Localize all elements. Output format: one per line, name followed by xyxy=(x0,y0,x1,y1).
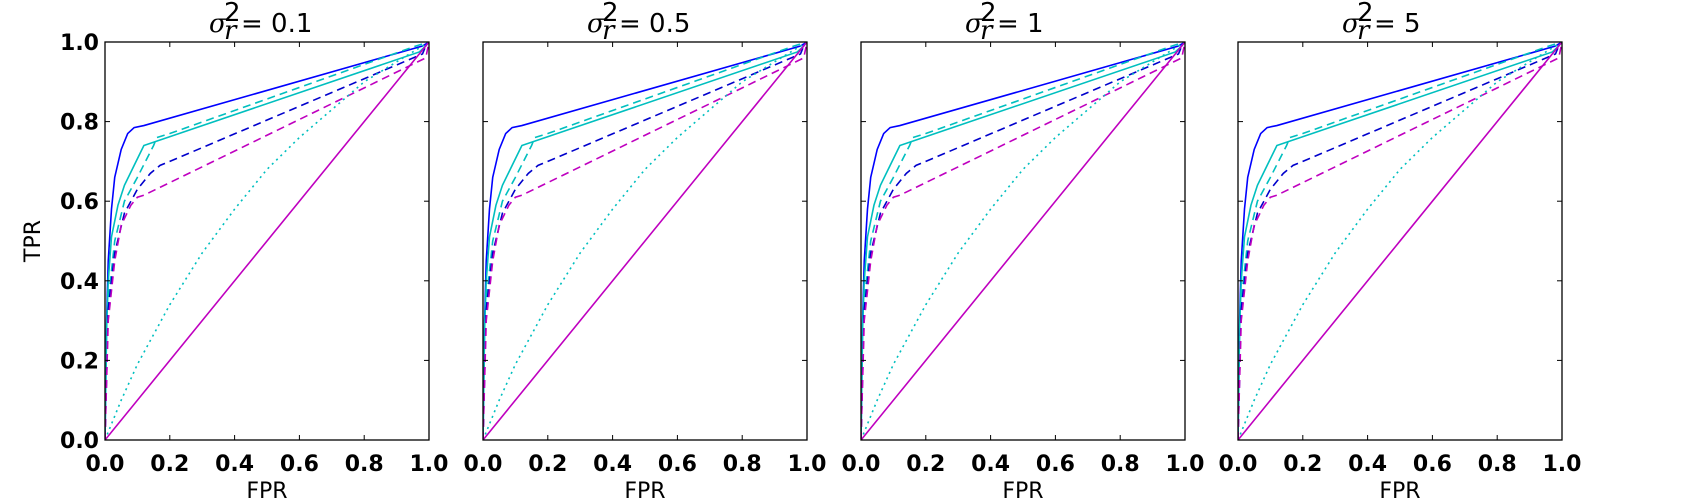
roc-curve-5 xyxy=(483,42,807,440)
x-tick-label: 0.6 xyxy=(658,452,697,477)
title-variable: σ xyxy=(587,9,606,39)
x-tick-label: 0.0 xyxy=(842,452,881,477)
roc-curve-2 xyxy=(861,42,1185,440)
roc-curve-3 xyxy=(105,42,429,440)
y-tick-label: 0.0 xyxy=(60,429,99,454)
x-tick-label: 1.0 xyxy=(410,452,449,477)
title-superscript: 2 xyxy=(224,0,241,28)
x-tick-label: 1.0 xyxy=(788,452,827,477)
y-tick-label: 0.4 xyxy=(60,270,99,295)
title-variable: σ xyxy=(209,9,228,39)
x-tick-label: 0.2 xyxy=(1283,452,1322,477)
x-tick-label: 0.0 xyxy=(464,452,503,477)
roc-curve-4 xyxy=(1238,42,1562,440)
roc-panel-2: 0.0 0.2 0.4 0.6 0.8 1.0 FPR σ2r = 0.5 xyxy=(464,0,827,500)
y-tick-label: 0.6 xyxy=(60,190,99,215)
title-value: = 1 xyxy=(997,9,1044,39)
x-tick-label: 0.8 xyxy=(1101,452,1140,477)
x-tick-label: 0.8 xyxy=(1478,452,1517,477)
title-subscript: r xyxy=(980,16,994,46)
x-tick-label: 0.6 xyxy=(280,452,319,477)
roc-curve-7 xyxy=(1238,42,1562,440)
roc-curve-3 xyxy=(861,42,1185,440)
x-tick-label: 0.2 xyxy=(528,452,567,477)
roc-curve-2 xyxy=(1238,42,1562,440)
axes-frame xyxy=(860,41,1186,441)
chart-title: σ2r = 5 xyxy=(1342,0,1421,46)
roc-curve-3 xyxy=(483,42,807,440)
axes-frame xyxy=(1237,41,1563,441)
x-tick-label: 1.0 xyxy=(1166,452,1205,477)
roc-curve-7 xyxy=(861,42,1185,440)
roc-curve-7 xyxy=(105,42,429,440)
x-tick-label: 0.2 xyxy=(150,452,189,477)
x-axis-label: FPR xyxy=(246,479,287,500)
axes-frame xyxy=(482,41,808,441)
chart-title: σ2r = 0.5 xyxy=(587,0,690,46)
roc-curve-5 xyxy=(1238,42,1562,440)
roc-curve-2 xyxy=(105,42,429,440)
x-tick-label: 0.0 xyxy=(1219,452,1258,477)
title-superscript: 2 xyxy=(602,0,619,28)
roc-curve-4 xyxy=(483,42,807,440)
x-axis-label: FPR xyxy=(1379,479,1420,500)
roc-curve-7 xyxy=(483,42,807,440)
y-axis-label: TPR xyxy=(21,220,46,263)
roc-curve-2 xyxy=(483,42,807,440)
x-tick-label: 0.6 xyxy=(1036,452,1075,477)
x-axis-label: FPR xyxy=(1002,479,1043,500)
x-tick-label: 0.2 xyxy=(906,452,945,477)
y-tick-label: 0.2 xyxy=(60,349,99,374)
title-value: = 0.5 xyxy=(619,9,690,39)
roc-panel-3: 0.0 0.2 0.4 0.6 0.8 1.0 FPR σ2r = 1 xyxy=(842,0,1205,500)
x-tick-label: 1.0 xyxy=(1543,452,1582,477)
title-variable: σ xyxy=(965,9,984,39)
title-subscript: r xyxy=(602,16,616,46)
series-group xyxy=(105,42,429,440)
series-group xyxy=(483,42,807,440)
series-group xyxy=(1238,42,1562,440)
title-subscript: r xyxy=(224,16,238,46)
chart-title: σ2r = 0.1 xyxy=(209,0,312,46)
title-value: = 5 xyxy=(1374,9,1421,39)
x-tick-label: 0.4 xyxy=(593,452,632,477)
y-tick-label: 1.0 xyxy=(60,31,99,56)
roc-panel-1: 0.0 0.2 0.4 0.6 0.8 1.0 0.0 0.2 0.4 0.6 0.8 1.0 FPR T… xyxy=(21,0,448,500)
title-superscript: 2 xyxy=(980,0,997,28)
axes-frame xyxy=(104,41,430,441)
roc-curve-5 xyxy=(105,42,429,440)
y-tick-label: 0.8 xyxy=(60,111,99,136)
title-variable: σ xyxy=(1342,9,1361,39)
roc-curve-4 xyxy=(105,42,429,440)
chart-title: σ2r = 1 xyxy=(965,0,1044,46)
x-tick-label: 0.0 xyxy=(86,452,125,477)
x-tick-label: 0.8 xyxy=(723,452,762,477)
title-superscript: 2 xyxy=(1357,0,1374,28)
x-tick-label: 0.8 xyxy=(345,452,384,477)
x-tick-label: 0.4 xyxy=(1348,452,1387,477)
x-tick-label: 0.6 xyxy=(1413,452,1452,477)
series-group xyxy=(861,42,1185,440)
roc-curve-5 xyxy=(861,42,1185,440)
title-value: = 0.1 xyxy=(241,9,312,39)
roc-panel-4: 0.0 0.2 0.4 0.6 0.8 1.0 FPR σ2r = 5 xyxy=(1219,0,1582,500)
x-tick-label: 0.4 xyxy=(971,452,1010,477)
roc-curve-4 xyxy=(861,42,1185,440)
x-axis-label: FPR xyxy=(624,479,665,500)
title-subscript: r xyxy=(1357,16,1371,46)
roc-curve-3 xyxy=(1238,42,1562,440)
x-tick-label: 0.4 xyxy=(215,452,254,477)
